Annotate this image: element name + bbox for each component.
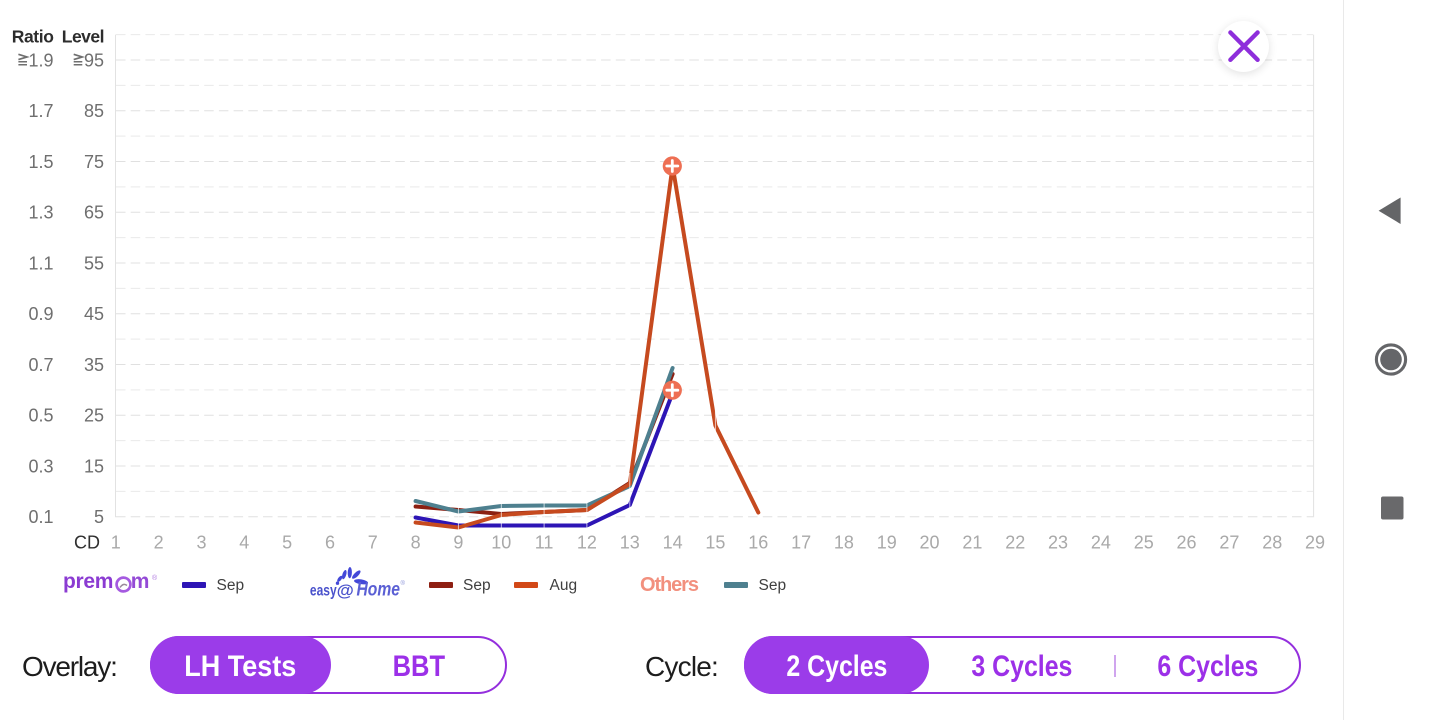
svg-text:25: 25 <box>1134 533 1154 553</box>
svg-text:12: 12 <box>577 533 597 553</box>
svg-text:4: 4 <box>239 533 249 553</box>
svg-text:19: 19 <box>877 533 897 553</box>
svg-text:65: 65 <box>84 203 104 223</box>
svg-text:26: 26 <box>1177 533 1197 553</box>
svg-text:Level: Level <box>62 27 104 47</box>
svg-text:14: 14 <box>663 533 683 553</box>
svg-text:15: 15 <box>705 533 725 553</box>
svg-text:29: 29 <box>1305 533 1325 553</box>
svg-text:9: 9 <box>453 533 463 553</box>
svg-text:1.3: 1.3 <box>28 203 53 223</box>
svg-text:8: 8 <box>411 533 421 553</box>
svg-text:@: @ <box>337 582 354 600</box>
svg-text:3: 3 <box>196 533 206 553</box>
svg-text:20: 20 <box>920 533 940 553</box>
svg-text:13: 13 <box>620 533 640 553</box>
svg-text:28: 28 <box>1262 533 1282 553</box>
svg-text:85: 85 <box>84 101 104 121</box>
svg-text:11: 11 <box>535 533 554 553</box>
svg-text:5: 5 <box>282 533 292 553</box>
svg-text:1.7: 1.7 <box>28 101 53 121</box>
svg-text:22: 22 <box>1005 533 1025 553</box>
svg-text:17: 17 <box>791 533 811 553</box>
svg-text:0.7: 0.7 <box>28 355 53 375</box>
svg-text:45: 45 <box>84 304 104 324</box>
svg-text:23: 23 <box>1048 533 1068 553</box>
svg-text:10: 10 <box>491 533 511 553</box>
svg-text:CD: CD <box>74 533 100 553</box>
svg-text:1: 1 <box>111 533 121 553</box>
svg-text:1.5: 1.5 <box>28 152 53 172</box>
svg-text:0.5: 0.5 <box>28 406 53 426</box>
svg-text:27: 27 <box>1219 533 1239 553</box>
svg-text:16: 16 <box>748 533 768 553</box>
svg-text:0.9: 0.9 <box>28 304 53 324</box>
svg-text:35: 35 <box>84 355 104 375</box>
svg-text:18: 18 <box>834 533 854 553</box>
svg-text:75: 75 <box>84 152 104 172</box>
svg-text:25: 25 <box>84 406 104 426</box>
svg-text:21: 21 <box>962 533 982 553</box>
svg-text:1.1: 1.1 <box>28 253 53 273</box>
svg-text:®: ® <box>401 580 406 587</box>
svg-text:Ratio: Ratio <box>12 27 54 47</box>
svg-text:0.3: 0.3 <box>28 456 53 476</box>
svg-text:6: 6 <box>325 533 335 553</box>
svg-text:55: 55 <box>84 253 104 273</box>
svg-text:24: 24 <box>1091 533 1111 553</box>
svg-text:5: 5 <box>94 507 104 527</box>
svg-text:1.9: 1.9 <box>28 50 53 70</box>
svg-text:0.1: 0.1 <box>28 507 53 527</box>
svg-text:easy: easy <box>310 583 337 600</box>
svg-text:15: 15 <box>84 456 104 476</box>
svg-text:7: 7 <box>368 533 378 553</box>
svg-text:2: 2 <box>154 533 164 553</box>
svg-text:95: 95 <box>84 50 104 70</box>
svg-text:Home: Home <box>357 580 401 601</box>
